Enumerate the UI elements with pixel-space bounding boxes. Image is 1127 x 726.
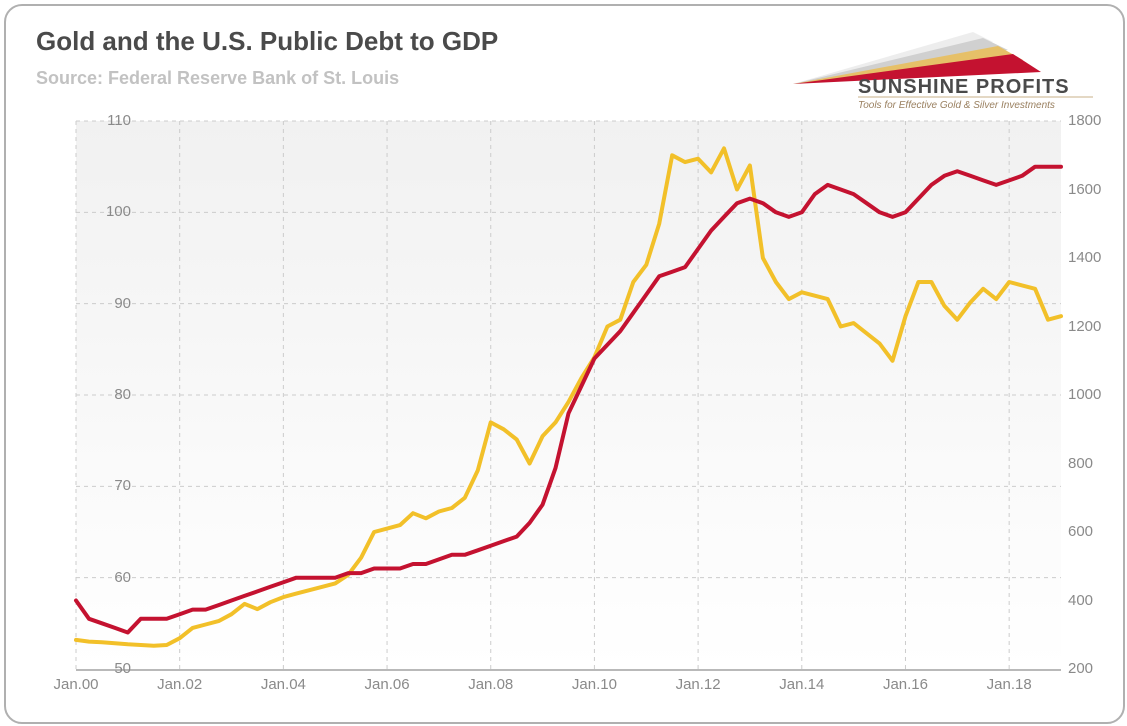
y-left-tick: 100 bbox=[81, 203, 131, 220]
y-left-tick: 80 bbox=[81, 386, 131, 403]
y-right-tick: 800 bbox=[1068, 455, 1118, 472]
x-tick: Jan.12 bbox=[676, 676, 721, 693]
x-tick: Jan.16 bbox=[883, 676, 928, 693]
x-tick: Jan.14 bbox=[779, 676, 824, 693]
x-tick: Jan.06 bbox=[365, 676, 410, 693]
y-right-tick: 600 bbox=[1068, 523, 1118, 540]
x-tick: Jan.18 bbox=[987, 676, 1032, 693]
y-left-tick: 70 bbox=[81, 477, 131, 494]
x-tick: Jan.04 bbox=[261, 676, 306, 693]
chart-frame: Gold and the U.S. Public Debt to GDP Sou… bbox=[4, 4, 1125, 724]
y-right-tick: 200 bbox=[1068, 660, 1118, 677]
y-right-tick: 400 bbox=[1068, 592, 1118, 609]
x-tick: Jan.02 bbox=[157, 676, 202, 693]
y-right-tick: 1400 bbox=[1068, 249, 1118, 266]
y-right-tick: 1800 bbox=[1068, 112, 1118, 129]
logo-brand-name: SUNSHINE PROFITS bbox=[858, 76, 1070, 99]
x-tick: Jan.00 bbox=[53, 676, 98, 693]
plot-area bbox=[76, 121, 1061, 671]
x-tick: Jan.08 bbox=[468, 676, 513, 693]
gold-price-line bbox=[76, 148, 1061, 645]
logo-brand-tagline: Tools for Effective Gold & Silver Invest… bbox=[858, 100, 1055, 111]
y-right-tick: 1200 bbox=[1068, 318, 1118, 335]
y-left-tick: 90 bbox=[81, 295, 131, 312]
brand-logo: SUNSHINE PROFITS Tools for Effective Gol… bbox=[773, 24, 1093, 119]
x-tick: Jan.10 bbox=[572, 676, 617, 693]
y-left-tick: 60 bbox=[81, 569, 131, 586]
chart-lines bbox=[76, 121, 1061, 669]
y-left-tick: 50 bbox=[81, 660, 131, 677]
chart-source: Source: Federal Reserve Bank of St. Loui… bbox=[36, 68, 399, 89]
y-right-tick: 1000 bbox=[1068, 386, 1118, 403]
chart-title: Gold and the U.S. Public Debt to GDP bbox=[36, 26, 498, 57]
y-left-tick: 110 bbox=[81, 112, 131, 129]
y-right-tick: 1600 bbox=[1068, 181, 1118, 198]
